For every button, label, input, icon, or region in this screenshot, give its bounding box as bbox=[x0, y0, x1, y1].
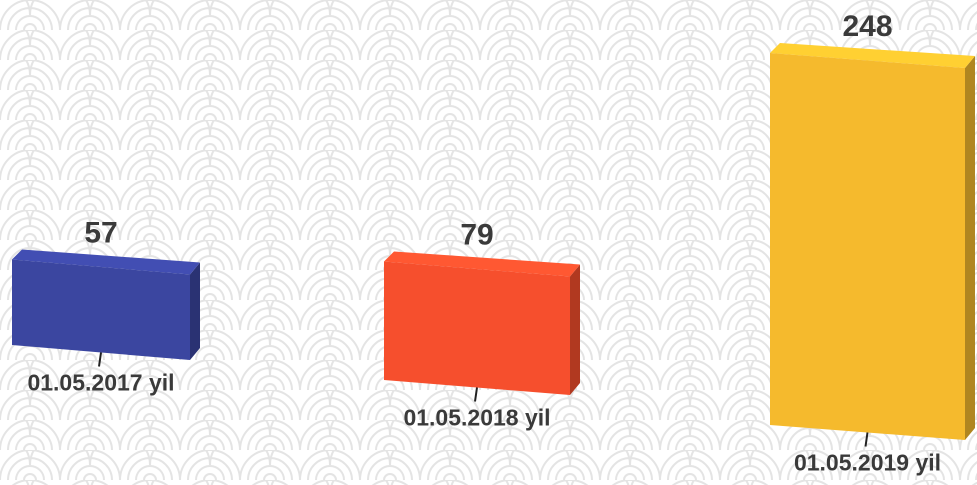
label-tick bbox=[474, 387, 478, 402]
value-label: 79 bbox=[460, 218, 493, 251]
bar-top bbox=[12, 249, 200, 275]
category-label: 01.05.2018 yil bbox=[403, 405, 550, 431]
label-tick bbox=[98, 352, 102, 367]
bar-top bbox=[384, 251, 580, 277]
bar-side bbox=[570, 264, 580, 395]
bar bbox=[770, 43, 975, 440]
value-label: 57 bbox=[84, 216, 117, 249]
bar-top bbox=[770, 43, 975, 68]
bar-side bbox=[190, 262, 200, 360]
label-tick bbox=[864, 432, 869, 447]
bar-side bbox=[965, 56, 975, 440]
bar-front bbox=[12, 259, 190, 360]
bar bbox=[384, 251, 580, 395]
bar-front bbox=[384, 261, 570, 395]
bar-front bbox=[770, 53, 965, 440]
bar bbox=[12, 249, 200, 360]
category-label: 01.05.2019 yil bbox=[794, 450, 941, 476]
value-label: 248 bbox=[842, 10, 892, 43]
category-label: 01.05.2017 yil bbox=[27, 370, 174, 396]
